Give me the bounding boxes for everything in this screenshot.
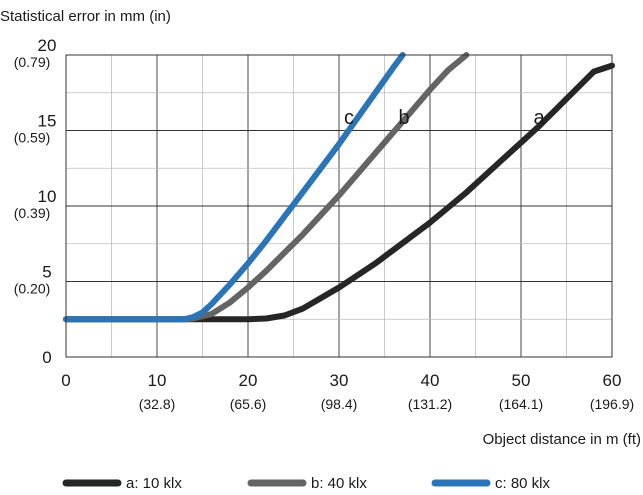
curve-label-a: a: [533, 107, 545, 129]
curves: [63, 52, 615, 323]
curve-label-b: b: [398, 107, 409, 129]
x-tick-sublabel: (164.1): [499, 396, 543, 412]
legend-label-a: a: 10 klx: [126, 475, 182, 492]
series-line-b: [63, 52, 470, 323]
y-ticks: 0 5(0.20) 10(0.39) 15(0.59) 20(0.79): [14, 36, 57, 367]
y-tick-sublabel: (0.59): [14, 130, 51, 146]
x-axis-label: Object distance in m (ft): [483, 431, 641, 448]
x-tick-sublabel: (131.2): [408, 396, 452, 412]
x-tick-label: 50: [512, 371, 531, 390]
legend: a: 10 klx b: 40 klx c: 80 klx: [62, 475, 551, 492]
series-line-a: [63, 62, 615, 323]
legend-label-c: c: 80 klx: [495, 475, 551, 492]
y-tick-label: 5: [42, 263, 51, 282]
series-line-c: [63, 52, 406, 323]
y-tick-label: 0: [42, 348, 51, 367]
x-tick-sublabel: (196.9): [590, 396, 634, 412]
y-tick-label: 20: [38, 36, 57, 55]
y-tick-label: 10: [38, 187, 57, 206]
x-tick-label: 10: [148, 371, 167, 390]
x-tick-sublabel: (32.8): [139, 396, 176, 412]
x-tick-sublabel: (98.4): [321, 396, 358, 412]
curve-labels: a b c: [344, 107, 545, 129]
y-axis-label: Statistical error in mm (in): [0, 8, 171, 25]
x-tick-label: 60: [603, 371, 622, 390]
legend-label-b: b: 40 klx: [311, 475, 367, 492]
x-tick-sublabel: (65.6): [230, 396, 267, 412]
x-tick-label: 0: [61, 371, 70, 390]
grid: [66, 55, 612, 357]
curve-label-c: c: [344, 107, 354, 129]
y-tick-sublabel: (0.79): [14, 54, 51, 70]
x-tick-label: 40: [421, 371, 440, 390]
y-tick-sublabel: (0.39): [14, 205, 51, 221]
x-tick-label: 30: [330, 371, 349, 390]
plot-border: [65, 54, 613, 358]
x-ticks: 0 10 (32.8) 20 (65.6) 30 (98.4) 40 (131.2) 50 (164…: [61, 371, 634, 412]
y-tick-label: 15: [38, 112, 57, 131]
plot-frame: [65, 54, 613, 358]
y-tick-sublabel: (0.20): [14, 281, 51, 297]
x-tick-label: 20: [239, 371, 258, 390]
